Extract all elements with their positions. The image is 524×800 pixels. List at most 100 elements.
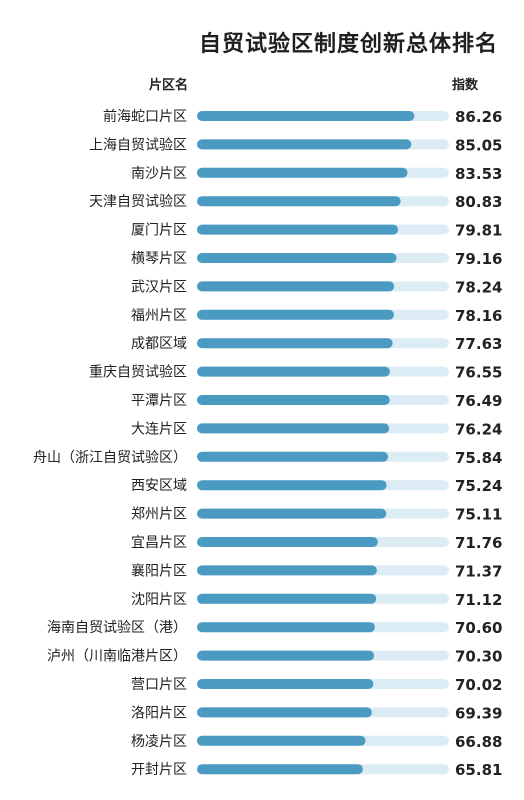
bar (197, 139, 412, 150)
value-label: 80.83 (455, 193, 502, 211)
chart-title: 自贸试验区制度创新总体排名 (198, 32, 498, 57)
bar-row: 上海自贸试验区 85.05 (89, 136, 502, 154)
bar-row: 福州片区 78.16 (131, 307, 502, 325)
bar-row: 宜昌片区 71.76 (131, 534, 502, 552)
bar-row: 天津自贸试验区 80.83 (89, 193, 502, 211)
category-label: 开封片区 (131, 762, 187, 778)
category-label: 成都区域 (131, 336, 187, 352)
value-label: 77.63 (455, 335, 502, 353)
category-label: 沈阳片区 (131, 592, 187, 608)
bar (197, 423, 390, 434)
category-label: 重庆自贸试验区 (89, 365, 187, 381)
bar (197, 508, 387, 519)
value-label: 69.39 (455, 704, 502, 722)
value-label: 66.88 (455, 733, 502, 751)
bar (197, 451, 389, 462)
category-label: 上海自贸试验区 (89, 137, 187, 153)
bar (197, 196, 401, 207)
category-label: 洛阳片区 (131, 705, 187, 721)
value-label: 86.26 (455, 108, 502, 126)
bar-row: 西安区域 75.24 (131, 477, 502, 495)
category-label: 厦门片区 (131, 223, 187, 239)
bar-row: 南沙片区 83.53 (131, 165, 502, 183)
value-label: 70.30 (455, 648, 502, 666)
bar (197, 622, 375, 633)
category-label: 舟山（浙江自贸试验区） (33, 450, 187, 466)
bar (197, 253, 397, 263)
category-label: 海南自贸试验区（港） (47, 620, 187, 636)
value-label: 79.81 (455, 222, 502, 240)
bar (197, 537, 378, 547)
bar-row: 横琴片区 79.16 (131, 250, 502, 268)
bar-row: 重庆自贸试验区 76.55 (89, 364, 502, 382)
category-label: 前海蛇口片区 (103, 108, 187, 125)
bar (197, 735, 366, 746)
bar-row: 开封片区 65.81 (131, 761, 502, 779)
bar-row: 前海蛇口片区 86.26 (103, 108, 502, 126)
value-label: 85.05 (455, 136, 502, 154)
category-label: 南沙片区 (131, 166, 187, 182)
bar (197, 593, 377, 604)
category-label: 横琴片区 (131, 251, 187, 267)
bar-row: 沈阳片区 71.12 (131, 591, 502, 609)
value-label: 76.49 (455, 392, 502, 410)
bar (197, 650, 375, 661)
region-column-header: 片区名 (148, 78, 188, 93)
bar (197, 366, 390, 377)
category-label: 营口片区 (131, 677, 187, 693)
bar (197, 338, 393, 349)
bar (197, 224, 399, 235)
category-label: 宜昌片区 (131, 535, 187, 551)
bar (197, 395, 390, 405)
category-label: 天津自贸试验区 (89, 194, 187, 210)
category-label: 大连片区 (131, 421, 187, 437)
category-label: 杨凌片区 (131, 734, 187, 750)
value-label: 76.55 (455, 364, 502, 382)
bar (197, 707, 372, 718)
bar (197, 480, 387, 491)
value-label: 71.76 (455, 534, 502, 552)
value-label: 65.81 (455, 761, 502, 779)
bar (197, 565, 377, 576)
value-label: 70.60 (455, 619, 502, 637)
category-label: 郑州片区 (131, 507, 187, 523)
bar-row: 舟山（浙江自贸试验区） 75.84 (33, 449, 502, 467)
bar-row: 武汉片区 78.24 (131, 278, 502, 296)
bar-row: 厦门片区 79.81 (131, 222, 502, 240)
bar-row: 成都区域 77.63 (131, 335, 502, 353)
value-label: 71.37 (455, 562, 502, 580)
value-label: 78.16 (455, 307, 502, 325)
value-label: 75.11 (455, 506, 502, 524)
bar (197, 679, 374, 689)
value-label: 79.16 (455, 250, 502, 268)
value-label: 83.53 (455, 165, 502, 183)
bar-row: 泸州（川南临港片区） 70.30 (47, 648, 502, 666)
category-label: 襄阳片区 (131, 563, 187, 579)
bar (197, 281, 395, 292)
value-label: 71.12 (455, 591, 502, 609)
value-label: 78.24 (455, 278, 502, 296)
value-label: 70.02 (455, 676, 502, 694)
bar-row: 洛阳片区 69.39 (131, 704, 502, 722)
category-label: 泸州（川南临港片区） (47, 649, 187, 665)
bar-row: 襄阳片区 71.37 (131, 562, 502, 580)
index-column-header: 指数 (452, 78, 479, 93)
bar (197, 764, 363, 775)
bar (197, 111, 415, 121)
bar-row: 大连片区 76.24 (131, 420, 502, 438)
bar-row: 平潭片区 76.49 (131, 392, 502, 410)
bar (197, 167, 408, 178)
value-label: 75.84 (455, 449, 502, 467)
bar-row: 杨凌片区 66.88 (131, 733, 502, 751)
value-label: 76.24 (455, 420, 502, 438)
bar (197, 309, 394, 320)
bar-row: 郑州片区 75.11 (131, 506, 502, 524)
category-label: 西安区域 (131, 478, 187, 494)
category-label: 平潭片区 (131, 392, 187, 409)
bar-row: 海南自贸试验区（港） 70.60 (47, 619, 502, 637)
bar-row: 营口片区 70.02 (131, 676, 502, 694)
value-label: 75.24 (455, 477, 502, 495)
category-label: 福州片区 (131, 308, 187, 324)
category-label: 武汉片区 (131, 279, 187, 295)
